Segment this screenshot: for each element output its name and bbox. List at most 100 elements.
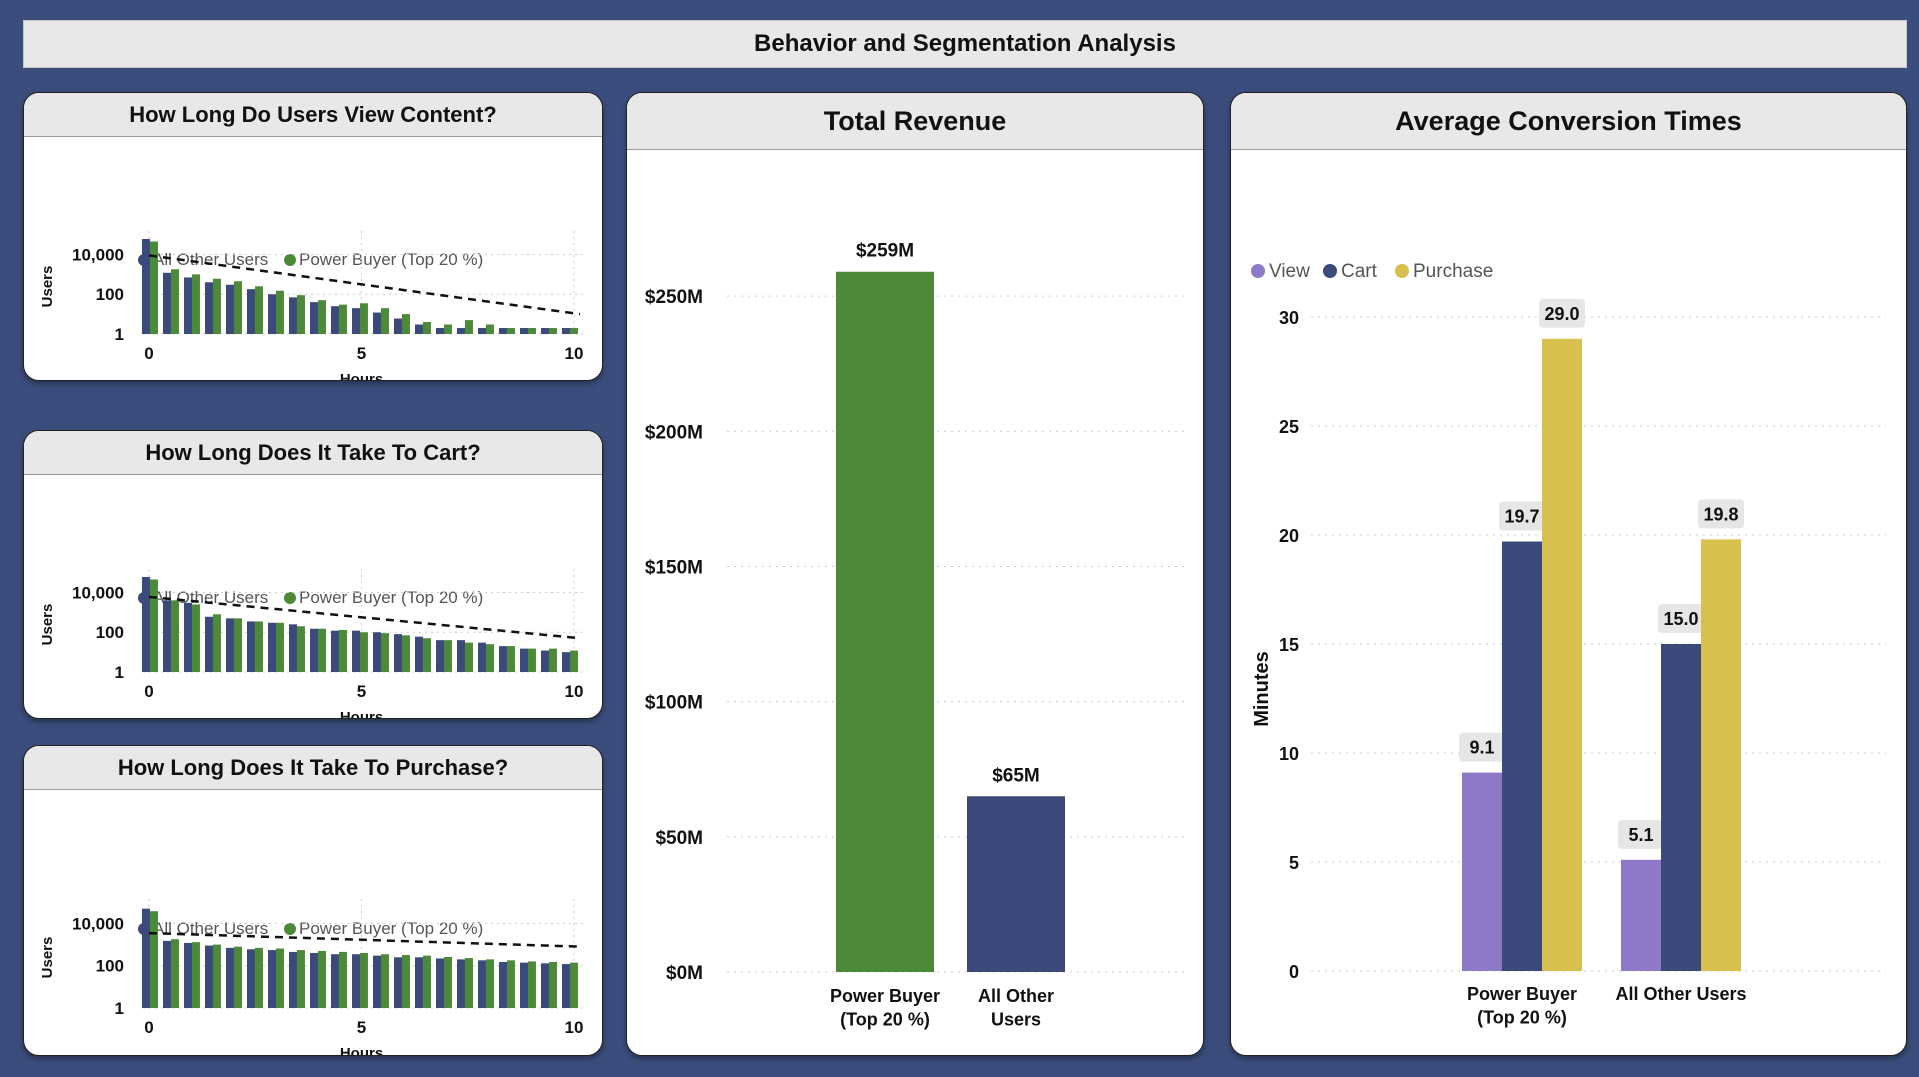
data-label-background xyxy=(1618,819,1664,849)
y-tick-label: 1 xyxy=(115,325,124,344)
bar-all-other-users xyxy=(289,297,297,334)
bar-all-other-users xyxy=(457,959,465,1008)
dashboard-title-bar: Behavior and Segmentation Analysis xyxy=(23,20,1907,68)
bar-power-buyer xyxy=(401,635,410,672)
bar-all-other-users xyxy=(142,239,150,334)
purchase-time-chart: All Other Users Power Buyer (Top 20 %)110… xyxy=(39,899,584,1055)
bar-power-buyer xyxy=(233,946,242,1008)
x-tick-label: 0 xyxy=(144,682,153,701)
bar-power-buyer xyxy=(359,303,368,334)
bar-data-label: 5.1 xyxy=(1628,825,1653,845)
bar-all-other-users xyxy=(331,306,339,334)
y-tick-label: 100 xyxy=(96,623,124,642)
category-label: Power Buyer (Top 20 %) xyxy=(830,986,940,1029)
bar-power-buyer xyxy=(422,322,431,334)
x-tick-label: 5 xyxy=(357,682,366,701)
y-tick-label: 10,000 xyxy=(72,583,124,602)
bar-all-other-users xyxy=(457,328,465,334)
bar-all-other-users xyxy=(352,630,360,672)
cart-time-card: How Long Does It Take To Cart? All Other… xyxy=(23,430,603,719)
y-tick-label: 0 xyxy=(1289,962,1299,982)
bar-power-buyer xyxy=(443,640,452,672)
bar-all-other-users xyxy=(373,312,381,334)
bar-power-buyer xyxy=(506,960,515,1008)
bar-power-buyer xyxy=(569,650,578,672)
y-axis-label: Users xyxy=(39,937,56,979)
bar-power-buyer xyxy=(527,328,536,334)
bar-all-other-users xyxy=(415,636,423,672)
bar-power-buyer xyxy=(548,328,557,334)
bar-all-other-users xyxy=(436,958,444,1008)
revenue-bar xyxy=(836,271,934,972)
bar-power-buyer xyxy=(191,942,200,1008)
bar-all-other-users xyxy=(478,328,486,334)
y-tick-label: 15 xyxy=(1279,635,1299,655)
y-axis-label: Minutes xyxy=(1251,651,1273,727)
bar-data-label: 19.8 xyxy=(1703,504,1738,524)
bar-all-other-users xyxy=(247,289,255,334)
bar-all-other-users xyxy=(352,308,360,334)
bar-power-buyer xyxy=(464,642,473,672)
legend-marker xyxy=(1323,264,1337,278)
conversion-bar-view xyxy=(1621,859,1661,971)
bar-all-other-users xyxy=(520,648,528,672)
total-revenue-card: Total Revenue $0M $50M $100M $150M $200M $250… xyxy=(626,92,1204,1056)
bar-power-buyer xyxy=(296,626,305,672)
bar-all-other-users xyxy=(268,294,276,334)
bar-all-other-users xyxy=(142,908,150,1008)
category-label: All Other Users xyxy=(1615,984,1746,1004)
bar-all-other-users xyxy=(373,955,381,1008)
bar-power-buyer xyxy=(506,328,515,334)
bar-power-buyer xyxy=(212,944,221,1008)
bar-power-buyer xyxy=(380,954,389,1008)
category-label: All Other Users xyxy=(978,986,1054,1029)
y-tick-label: $50M xyxy=(655,828,703,849)
bar-power-buyer xyxy=(170,939,179,1008)
bar-all-other-users xyxy=(499,646,507,672)
bar-data-label: $65M xyxy=(992,765,1040,786)
x-tick-label: 5 xyxy=(357,1018,366,1037)
bar-power-buyer xyxy=(191,274,200,334)
y-tick-label: 25 xyxy=(1279,417,1299,437)
bar-power-buyer xyxy=(548,962,557,1008)
bar-power-buyer xyxy=(275,290,284,334)
bar-all-other-users xyxy=(310,952,318,1008)
x-axis-label: Hours xyxy=(340,371,383,381)
bar-all-other-users xyxy=(163,272,171,334)
x-tick-label: 10 xyxy=(565,1018,584,1037)
bar-all-other-users xyxy=(226,618,234,672)
bar-power-buyer xyxy=(338,629,347,672)
y-tick-label: 30 xyxy=(1279,308,1299,328)
bar-all-other-users xyxy=(541,963,549,1008)
data-label-background xyxy=(1698,499,1744,529)
bar-all-other-users xyxy=(184,277,192,334)
trendline xyxy=(148,595,581,640)
bar-data-label: $259M xyxy=(856,241,914,262)
y-tick-label: 1 xyxy=(115,999,124,1018)
bar-power-buyer xyxy=(296,295,305,334)
bar-power-buyer xyxy=(506,646,515,672)
bar-all-other-users xyxy=(289,951,297,1008)
bar-all-other-users xyxy=(331,954,339,1008)
x-axis-label: Hours xyxy=(340,709,383,719)
y-tick-label: 5 xyxy=(1289,853,1299,873)
bar-power-buyer xyxy=(485,959,494,1008)
x-tick-label: 0 xyxy=(144,1018,153,1037)
bar-all-other-users xyxy=(436,640,444,672)
bar-power-buyer xyxy=(569,962,578,1008)
bar-all-other-users xyxy=(478,642,486,672)
legend-marker xyxy=(284,592,296,604)
bar-data-label: 29.0 xyxy=(1544,304,1579,324)
bar-all-other-users xyxy=(205,616,213,672)
category-label: Power Buyer (Top 20 %) xyxy=(1467,984,1577,1027)
bar-power-buyer xyxy=(380,633,389,672)
y-axis-label: Users xyxy=(39,266,56,308)
conversion-bar-purchase xyxy=(1701,539,1741,971)
y-tick-label: 1 xyxy=(115,663,124,682)
cart-time-title: How Long Does It Take To Cart? xyxy=(24,431,602,475)
bar-data-label: 9.1 xyxy=(1469,738,1494,758)
conversion-bar-view xyxy=(1462,772,1502,971)
y-tick-label: $250M xyxy=(645,287,703,308)
bar-all-other-users xyxy=(226,947,234,1008)
legend-label: Power Buyer (Top 20 %) xyxy=(299,919,483,938)
